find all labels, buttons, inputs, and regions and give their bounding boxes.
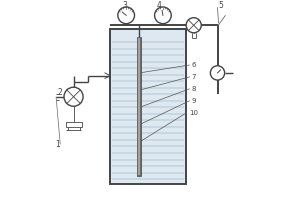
Circle shape [154,7,171,24]
Bar [138,38,140,175]
Text: 5: 5 [218,1,224,10]
Circle shape [64,87,83,106]
Bar [66,122,82,127]
Text: 10: 10 [189,110,198,116]
Text: 4: 4 [157,1,162,10]
Bar [137,37,141,176]
Text: 1: 1 [56,140,60,149]
Circle shape [118,7,134,24]
Text: 2: 2 [58,88,62,97]
Text: 3: 3 [122,1,127,10]
Circle shape [186,18,201,33]
Text: 8: 8 [192,86,196,92]
Text: 7: 7 [192,74,196,80]
Circle shape [210,66,225,80]
Text: 9: 9 [192,98,196,104]
Text: 6: 6 [192,62,196,68]
Bar [110,29,186,184]
